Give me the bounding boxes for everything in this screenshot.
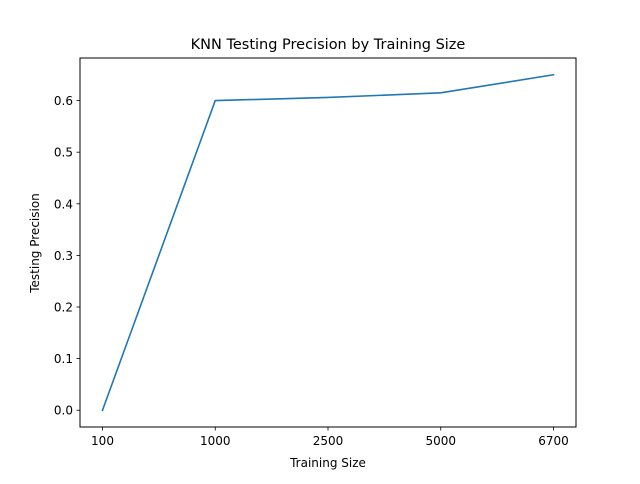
chart-title: KNN Testing Precision by Training Size <box>191 37 466 53</box>
y-tick-label: 0.3 <box>54 249 73 263</box>
x-axis: 100 1000 2500 5000 6700 <box>91 427 569 448</box>
x-tick-label: 6700 <box>538 434 569 448</box>
x-tick-label: 100 <box>91 434 114 448</box>
y-tick-label: 0.4 <box>54 197 73 211</box>
x-tick-label: 2500 <box>313 434 344 448</box>
plot-frame <box>79 57 577 428</box>
x-tick-label: 5000 <box>425 434 456 448</box>
series-line <box>101 73 555 412</box>
series-layer <box>101 73 555 412</box>
y-tick-label: 0.1 <box>54 352 73 366</box>
x-tick-label: 1000 <box>200 434 231 448</box>
y-axis-label: Testing Precision <box>28 193 42 294</box>
y-tick-label: 0.5 <box>54 146 73 160</box>
x-axis-label: Training Size <box>289 456 366 470</box>
y-tick-label: 0.2 <box>54 301 73 315</box>
y-tick-label: 0.6 <box>54 94 73 108</box>
y-tick-label: 0.0 <box>54 404 73 418</box>
y-axis: 0.0 0.1 0.2 0.3 0.4 0.5 0.6 <box>54 94 80 418</box>
